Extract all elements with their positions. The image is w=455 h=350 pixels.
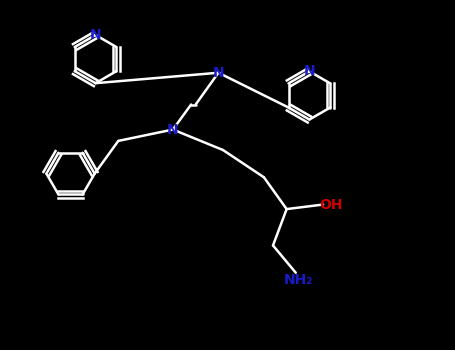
Text: N: N (90, 28, 101, 42)
Text: NH₂: NH₂ (283, 273, 313, 287)
Text: N: N (212, 66, 224, 80)
Text: N: N (303, 64, 315, 78)
Text: OH: OH (319, 197, 343, 211)
Text: N: N (167, 122, 179, 136)
